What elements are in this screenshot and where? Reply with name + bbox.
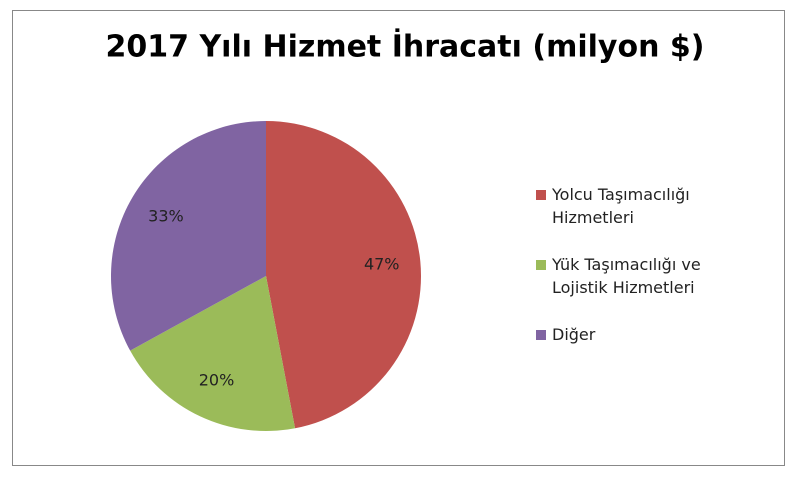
legend-item: Yolcu Taşımacılığı Hizmetleri (536, 183, 751, 229)
data-label: 33% (148, 206, 184, 225)
data-label: 20% (199, 371, 235, 390)
legend-item: Diğer (536, 323, 751, 346)
legend: Yolcu Taşımacılığı Hizmetleri Yük Taşımac… (536, 183, 751, 370)
legend-swatch (536, 330, 546, 340)
pie-slice (111, 121, 267, 351)
data-label: 47% (364, 255, 400, 274)
legend-label: Yolcu Taşımacılığı Hizmetleri (552, 185, 690, 227)
chart-title: 2017 Yılı Hizmet İhracatı (milyon $) (106, 29, 705, 65)
legend-swatch (536, 260, 546, 270)
pie-slice (130, 276, 296, 431)
pie-slice (266, 121, 421, 429)
legend-label: Yük Taşımacılığı ve Lojistik Hizmetleri (552, 255, 701, 297)
legend-item: Yük Taşımacılığı ve Lojistik Hizmetleri (536, 253, 751, 299)
legend-swatch (536, 190, 546, 200)
legend-label: Diğer (552, 325, 596, 344)
